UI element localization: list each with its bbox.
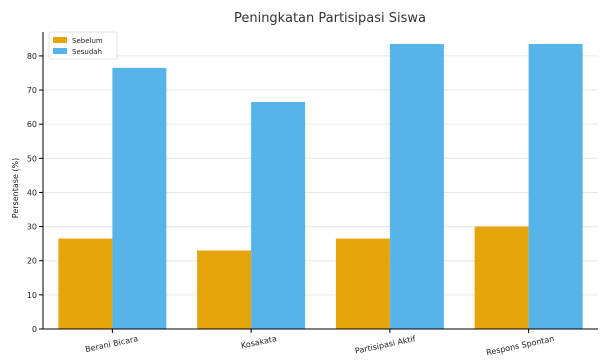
- legend-label-sesudah: Sesudah: [72, 48, 102, 56]
- y-tick-label: 60: [27, 120, 37, 129]
- x-tick-label: Berani Bicara: [84, 334, 138, 354]
- x-tick-label: Kosakata: [240, 334, 277, 350]
- legend-swatch-sesudah: [53, 48, 67, 54]
- x-tick-label: Respons Spontan: [485, 334, 555, 357]
- x-ticks: Berani Bicara Kosakata Partisipasi Aktif Re…: [84, 329, 555, 357]
- x-tick-label: Partisipasi Aktif: [354, 334, 416, 356]
- y-tick-label: 30: [27, 223, 37, 232]
- y-axis-label: Persentase (%): [11, 158, 20, 218]
- y-ticks: 0 10 20 30 40 50 60 70 80: [27, 52, 43, 334]
- y-tick-label: 40: [27, 188, 37, 197]
- y-tick-label: 20: [27, 257, 37, 266]
- bar-sesudah-1: [251, 101, 306, 329]
- y-tick-label: 50: [27, 154, 37, 163]
- y-tick-label: 80: [27, 52, 37, 61]
- legend-label-sebelum: Sebelum: [72, 37, 103, 45]
- bar-sesudah-2: [389, 43, 444, 330]
- bar-sebelum-3: [474, 226, 529, 329]
- bar-sesudah-0: [112, 67, 167, 330]
- y-tick-label: 0: [32, 325, 37, 334]
- y-tick-label: 70: [27, 86, 37, 95]
- bar-sebelum-2: [335, 238, 390, 329]
- legend: Sebelum Sesudah: [48, 31, 118, 60]
- bar-sebelum-0: [58, 238, 113, 329]
- chart-title: Peningkatan Partisipasi Siswa: [234, 11, 426, 26]
- legend-swatch-sebelum: [53, 37, 67, 43]
- bar-sebelum-1: [197, 250, 252, 329]
- y-tick-label: 10: [27, 291, 37, 300]
- axes: [42, 32, 598, 330]
- bars: [58, 43, 583, 330]
- bar-sesudah-3: [528, 43, 583, 330]
